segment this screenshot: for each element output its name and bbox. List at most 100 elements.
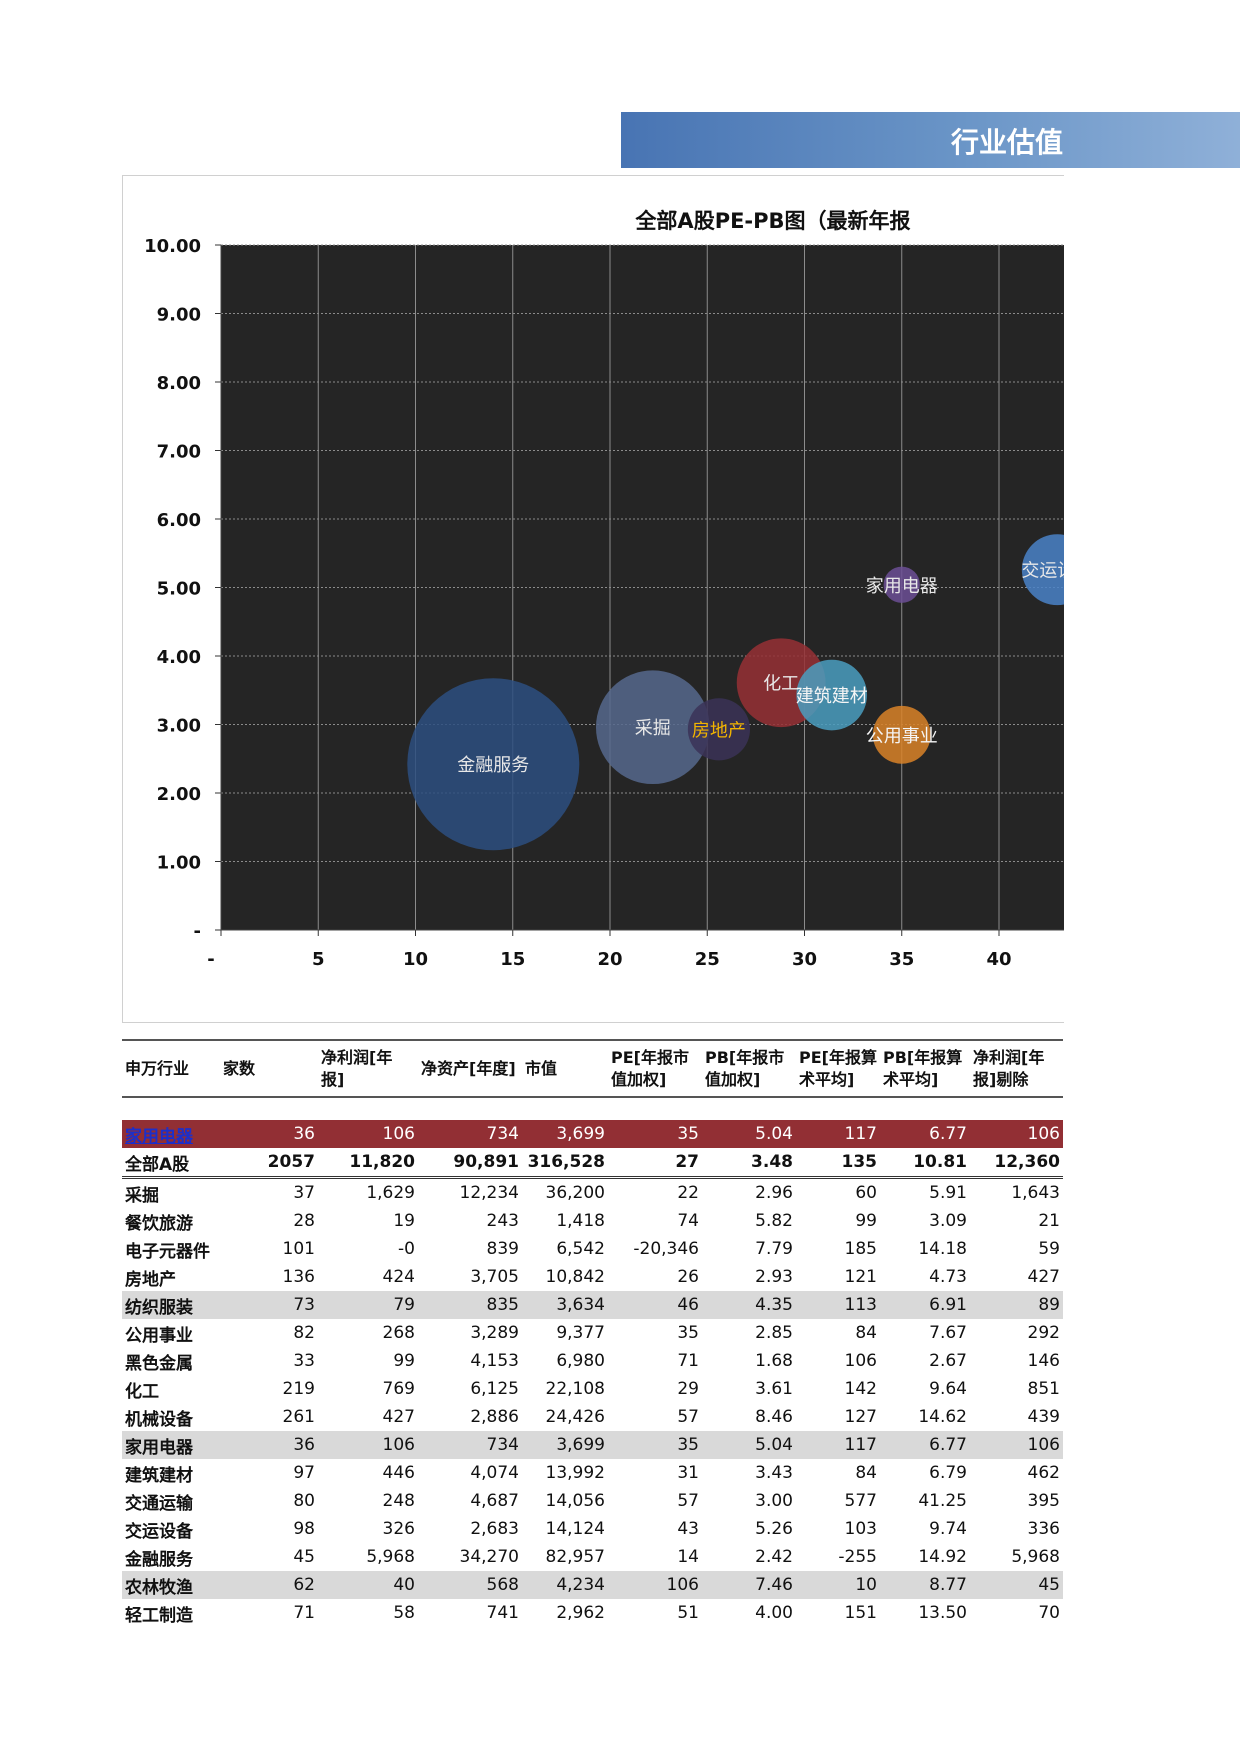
highlight-industry-cell[interactable]: 家用电器 (122, 1120, 220, 1148)
table-cell: 135 (796, 1148, 880, 1179)
table-cell: 3.48 (702, 1148, 796, 1179)
x-tick-label: - (207, 949, 214, 970)
table-cell: 45 (293, 1547, 315, 1567)
table-cell: 117 (796, 1120, 880, 1148)
bubble-label: 房地产 (692, 720, 746, 741)
spacer-row (122, 1097, 1063, 1120)
x-tick-label: 5 (312, 949, 325, 970)
table-header-row: 申万行业 家数 净利润[年报] 净资产[年度] 市值 PE[年报市值加权] PB… (122, 1039, 1063, 1098)
table-cell: 2,886 (470, 1407, 519, 1427)
col-market-cap: 市值 (522, 1039, 608, 1098)
table-cell: 14,056 (545, 1491, 605, 1511)
table-cell: 446 (382, 1463, 415, 1483)
table-cell: 90,891 (418, 1148, 522, 1179)
table-cell: 82 (293, 1323, 315, 1343)
table-cell: 568 (418, 1571, 522, 1599)
table-cell: 3,699 (522, 1120, 608, 1148)
table-cell: 51 (677, 1603, 699, 1623)
x-tick-label: 15 (500, 949, 525, 970)
table-cell: 4,234 (522, 1571, 608, 1599)
table-cell: 106 (318, 1431, 418, 1459)
bubble-label: 金融服务 (457, 755, 529, 776)
table-cell: 261 (282, 1407, 315, 1427)
table-cell: 5.26 (755, 1519, 793, 1539)
bubble-label: 公用事业 (866, 726, 938, 747)
table-cell: 58 (393, 1603, 415, 1623)
table-cell: 14,124 (545, 1519, 605, 1539)
table-cell: 36 (220, 1120, 318, 1148)
table-cell: 57 (677, 1491, 699, 1511)
table-cell: 6,125 (470, 1379, 519, 1399)
col-net-profit: 净利润[年报] (318, 1039, 418, 1098)
table-cell: 268 (382, 1323, 415, 1343)
table-row: 轻工制造 71 58 741 2,962 51 4.00 151 13.50 70 (122, 1599, 1063, 1624)
table-cell: 127 (844, 1407, 877, 1427)
table-cell: 60 (855, 1183, 877, 1203)
table-cell: 5.04 (702, 1431, 796, 1459)
table-cell: 14 (677, 1547, 699, 1567)
y-tick-label: 9.00 (157, 305, 201, 326)
table-cell: 71 (677, 1351, 699, 1371)
industry-name-cell: 家用电器 (122, 1431, 220, 1459)
table-cell: 12,234 (459, 1183, 519, 1203)
table-cell: 10 (796, 1571, 880, 1599)
y-tick-label: 10.00 (144, 236, 201, 257)
table-cell: 26 (677, 1267, 699, 1287)
table-cell: 106 (318, 1120, 418, 1148)
table-cell: 8.46 (755, 1407, 793, 1427)
table-cell: 3,289 (470, 1323, 519, 1343)
industry-valuation-table: 申万行业 家数 净利润[年报] 净资产[年度] 市值 PE[年报市值加权] PB… (122, 1039, 1063, 1624)
table-cell: 80 (293, 1491, 315, 1511)
table-cell: 40 (318, 1571, 418, 1599)
table-cell: 13.50 (918, 1603, 967, 1623)
chart-title: 全部A股PE-PB图（最新年报 (634, 209, 910, 233)
col-pe-weighted: PE[年报市值加权] (608, 1039, 702, 1098)
table-cell: 142 (844, 1379, 877, 1399)
table-row: 金融服务 45 5,968 34,270 82,957 14 2.42 -255 14.92 5,… (122, 1543, 1063, 1571)
table-cell: 5.04 (702, 1120, 796, 1148)
bubble (796, 659, 868, 731)
table-cell: 70 (1038, 1603, 1060, 1623)
bubble-label: 家用电器 (866, 576, 938, 597)
industry-name-cell: 农林牧渔 (122, 1571, 220, 1599)
col-industry: 申万行业 (122, 1039, 220, 1098)
table-cell: -0 (398, 1239, 415, 1259)
table-cell: 37 (293, 1183, 315, 1203)
table-cell: 73 (220, 1291, 318, 1319)
table-cell: 22,108 (545, 1379, 605, 1399)
table-cell: 21 (1038, 1211, 1060, 1231)
industry-name-cell: 机械设备 (125, 1409, 193, 1430)
industry-name-cell: 黑色金属 (125, 1353, 193, 1374)
table-cell: 4.35 (702, 1291, 796, 1319)
bubble-label: 化工 (763, 674, 799, 695)
table-cell: 427 (382, 1407, 415, 1427)
table-cell: 6.77 (880, 1431, 970, 1459)
x-tick-label: 20 (597, 949, 622, 970)
highlight-industry-link[interactable]: 家用电器 (125, 1126, 193, 1147)
table-row: 电子元器件 101 -0 839 6,542 -20,346 7.79 185 14.18 59 (122, 1235, 1063, 1263)
table-cell: 101 (282, 1239, 315, 1259)
table-cell: 5.91 (929, 1183, 967, 1203)
x-tick-label: 10 (403, 949, 428, 970)
table-cell: 14.92 (918, 1547, 967, 1567)
table-cell: 106 (844, 1351, 877, 1371)
table-cell: 35 (608, 1120, 702, 1148)
table-cell: 35 (677, 1323, 699, 1343)
bubble (883, 566, 920, 603)
industry-name-cell: 采掘 (125, 1185, 159, 1206)
table-cell: 84 (855, 1463, 877, 1483)
table-cell: 185 (844, 1239, 877, 1259)
table-cell: 248 (382, 1491, 415, 1511)
table-row: 化工 219 769 6,125 22,108 29 3.61 142 9.64 851 (122, 1375, 1063, 1403)
x-tick-label: 25 (695, 949, 720, 970)
table-row: 黑色金属 33 99 4,153 6,980 71 1.68 106 2.67 146 (122, 1347, 1063, 1375)
table-cell: -255 (838, 1547, 877, 1567)
table-cell: 292 (1027, 1323, 1060, 1343)
table-cell: 9.74 (929, 1519, 967, 1539)
industry-name-cell: 公用事业 (125, 1325, 193, 1346)
table-cell: 4.00 (755, 1603, 793, 1623)
table-cell: 2,683 (470, 1519, 519, 1539)
table-cell: 2,962 (556, 1603, 605, 1623)
table-cell: 151 (844, 1603, 877, 1623)
table-cell: 41.25 (918, 1491, 967, 1511)
